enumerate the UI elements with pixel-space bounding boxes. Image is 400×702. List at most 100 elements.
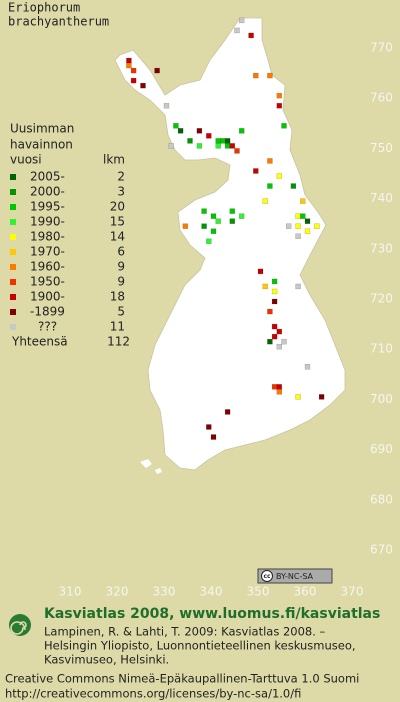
- occurrence-square: [234, 148, 240, 154]
- occurrence-square: [140, 82, 146, 89]
- occurrence-square: [276, 102, 283, 109]
- legend-count: 15: [110, 215, 125, 229]
- occurrence-square: [295, 233, 301, 239]
- legend-swatch: [10, 324, 16, 330]
- occurrence-square: [271, 288, 278, 295]
- occurrence-square: [224, 138, 231, 144]
- y-tick-label: 700: [370, 392, 393, 406]
- legend-label: 1900-: [30, 290, 65, 304]
- occurrence-square: [267, 158, 273, 164]
- occurrence-square: [304, 364, 311, 370]
- badge-box: [257, 568, 333, 584]
- legend-swatch: [10, 174, 16, 180]
- occurrence-square: [276, 328, 283, 335]
- occurrence-square: [276, 389, 283, 395]
- x-tick-label: 330: [153, 585, 176, 599]
- occurrence-square: [187, 138, 193, 144]
- legend-label: 1970-: [30, 245, 65, 259]
- x-tick-label: 320: [106, 585, 129, 599]
- license-badge: cc BY-NC-SA: [257, 568, 333, 584]
- legend-swatch: [10, 219, 16, 225]
- legend-count: 14: [110, 230, 125, 244]
- site-title: Kasviatlas 2008, www.luomus.fi/kasviatla…: [44, 606, 380, 622]
- occurrence-square: [238, 17, 245, 24]
- occurrence-square: [267, 338, 273, 345]
- legend-label: 1950-: [30, 275, 65, 289]
- occurrence-square: [271, 333, 278, 340]
- y-tick-label: 670: [370, 543, 393, 557]
- legend-label: 1980-: [30, 230, 65, 244]
- occurrence-square: [210, 434, 217, 440]
- occurrence-square: [271, 384, 278, 390]
- occurrence-square: [253, 168, 259, 174]
- y-tick-label: 750: [370, 141, 393, 155]
- occurrence-square: [210, 228, 217, 234]
- occurrence-square: [130, 77, 137, 84]
- occurrence-square: [276, 384, 283, 390]
- occurrence-square: [248, 32, 254, 39]
- legend-count: 2: [117, 170, 125, 184]
- legend-label: 1995-: [30, 200, 65, 214]
- legend-header: Uusimman: [10, 122, 74, 136]
- legend-count: 9: [117, 260, 125, 274]
- legend-count: 11: [110, 320, 125, 334]
- legend-count-header: lkm: [103, 153, 125, 167]
- occurrence-square: [281, 338, 287, 345]
- occurrence-square: [238, 128, 245, 134]
- occurrence-square: [238, 213, 245, 219]
- legend-label: 2005-: [30, 170, 65, 184]
- citation: Helsingin Yliopisto, Luonnontieteellinen…: [44, 639, 356, 653]
- occurrence-square: [304, 228, 311, 234]
- title: Eriophorum: [8, 1, 80, 15]
- occurrence-square: [201, 208, 207, 214]
- citation: Lampinen, R. & Lahti, T. 2009: Kasviatla…: [44, 625, 326, 639]
- occurrence-square: [267, 183, 273, 189]
- legend-count: 20: [110, 200, 125, 214]
- occurrence-square: [229, 218, 236, 224]
- occurrence-square: [276, 173, 283, 179]
- occurrence-square: [215, 218, 221, 224]
- logo: [9, 614, 31, 636]
- legend-swatch: [10, 204, 16, 210]
- occurrence-square: [276, 343, 283, 350]
- legend-total-label: Yhteensä: [11, 335, 68, 349]
- y-tick-label: 690: [370, 442, 393, 456]
- occurrence-square: [196, 143, 203, 149]
- occurrence-square: [300, 213, 306, 219]
- legend-count: 6: [117, 245, 125, 259]
- legend-swatch: [10, 264, 16, 270]
- occurrence-square: [163, 102, 170, 109]
- occurrence-square: [229, 208, 236, 214]
- legend-header: havainnon: [10, 138, 73, 152]
- occurrence-square: [257, 268, 264, 275]
- legend-swatch: [10, 294, 16, 300]
- occurrence-square: [206, 133, 212, 139]
- occurrence-square: [285, 223, 292, 229]
- occurrence-square: [267, 308, 273, 315]
- legend-swatch: [10, 309, 16, 315]
- y-tick-label: 770: [370, 41, 393, 55]
- y-tick-label: 760: [370, 91, 393, 105]
- occurrence-square: [126, 57, 132, 64]
- x-tick-label: 310: [59, 585, 82, 599]
- occurrence-square: [224, 143, 231, 149]
- occurrence-square: [210, 213, 217, 219]
- occurrence-square: [262, 283, 268, 290]
- occurrence-square: [314, 223, 320, 229]
- occurrence-square: [229, 143, 236, 149]
- occurrence-square: [271, 298, 278, 305]
- occurrence-square: [253, 72, 259, 79]
- finland-outline: [114, 17, 346, 471]
- occurrence-square: [276, 92, 283, 99]
- badge-cc: cc: [263, 573, 271, 580]
- badge-circle: [261, 570, 273, 582]
- occurrence-square: [173, 123, 179, 129]
- occurrence-square: [295, 223, 301, 229]
- y-tick-label: 680: [370, 492, 393, 506]
- occurrence-square: [234, 27, 240, 34]
- legend-swatch: [10, 249, 16, 255]
- legend-header: vuosi: [10, 153, 42, 167]
- x-tick-label: 370: [341, 585, 364, 599]
- occurrence-square: [215, 138, 221, 144]
